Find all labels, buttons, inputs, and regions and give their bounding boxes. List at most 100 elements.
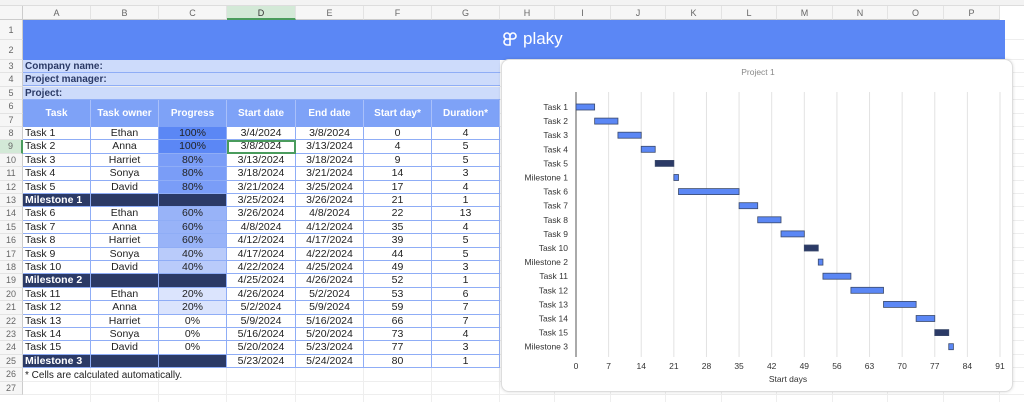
- cell-owner[interactable]: Ethan: [91, 127, 159, 141]
- gantt-bar[interactable]: [780, 230, 805, 238]
- row-header[interactable]: 16: [0, 234, 23, 248]
- cell-end[interactable]: 5/20/2024: [296, 328, 364, 342]
- cell-owner[interactable]: [91, 354, 159, 369]
- cell-progress[interactable]: 0%: [159, 341, 227, 355]
- cell-task[interactable]: Task 6: [23, 207, 91, 221]
- row-header[interactable]: 15: [0, 220, 23, 235]
- table-header[interactable]: Duration*: [432, 100, 500, 127]
- info-manager[interactable]: Project manager:: [23, 73, 500, 87]
- cell-task[interactable]: Task 2: [23, 140, 91, 154]
- row-header[interactable]: 14: [0, 207, 23, 221]
- column-header[interactable]: C: [159, 6, 227, 20]
- cell-duration[interactable]: 4: [432, 127, 500, 141]
- cell-start_day[interactable]: 49: [364, 261, 432, 275]
- cell-task[interactable]: Task 13: [23, 314, 91, 328]
- row-header[interactable]: 21: [0, 301, 23, 315]
- cell-start_day[interactable]: 59: [364, 301, 432, 315]
- cell-progress[interactable]: 60%: [159, 220, 227, 235]
- cell-duration[interactable]: 1: [432, 274, 500, 288]
- cell-start[interactable]: 3/25/2024: [227, 194, 296, 208]
- cell-end[interactable]: 3/21/2024: [296, 167, 364, 181]
- cell-task[interactable]: Task 4: [23, 167, 91, 181]
- column-header[interactable]: J: [611, 6, 666, 20]
- cell-start[interactable]: 4/22/2024: [227, 261, 296, 275]
- cell-start[interactable]: 4/17/2024: [227, 247, 296, 261]
- cell-start[interactable]: 5/23/2024: [227, 354, 296, 369]
- cell-end[interactable]: 5/16/2024: [296, 314, 364, 328]
- cell-progress[interactable]: [159, 194, 227, 208]
- row-header[interactable]: 5: [0, 86, 23, 100]
- cell-duration[interactable]: 4: [432, 180, 500, 194]
- cell-start_day[interactable]: 66: [364, 314, 432, 328]
- cell-progress[interactable]: 80%: [159, 180, 227, 194]
- cell-start_day[interactable]: 39: [364, 234, 432, 248]
- cell-duration[interactable]: 13: [432, 207, 500, 221]
- cell-progress[interactable]: 80%: [159, 167, 227, 181]
- cell-progress[interactable]: 40%: [159, 247, 227, 261]
- column-header[interactable]: E: [296, 6, 364, 20]
- cell-owner[interactable]: Harriet: [91, 153, 159, 168]
- column-header[interactable]: B: [91, 6, 159, 20]
- cell-progress[interactable]: 0%: [159, 314, 227, 328]
- gantt-bar[interactable]: [594, 117, 619, 125]
- cell-duration[interactable]: 6: [432, 287, 500, 302]
- column-header[interactable]: I: [555, 6, 611, 20]
- gantt-chart[interactable]: Project 1 0 7 14 21 28 35 42 49 56 63 70 77 84 91 Start…: [501, 59, 1013, 392]
- gantt-bar[interactable]: [575, 103, 596, 111]
- gantt-bar[interactable]: [678, 188, 740, 196]
- cell-end[interactable]: 4/12/2024: [296, 220, 364, 235]
- cell-end[interactable]: 3/18/2024: [296, 153, 364, 168]
- cell-task[interactable]: Milestone 1: [23, 194, 91, 208]
- cell-owner[interactable]: Anna: [91, 301, 159, 315]
- info-company[interactable]: Company name:: [23, 60, 500, 73]
- cell-end[interactable]: 4/8/2024: [296, 207, 364, 221]
- cell-progress[interactable]: [159, 354, 227, 369]
- cell-start_day[interactable]: 22: [364, 207, 432, 221]
- cell-task[interactable]: Task 9: [23, 247, 91, 261]
- table-header[interactable]: Task owner: [91, 100, 159, 127]
- row-header[interactable]: 1: [0, 20, 23, 40]
- cell-duration[interactable]: 7: [432, 314, 500, 328]
- column-header[interactable]: P: [944, 6, 1000, 20]
- gantt-bar[interactable]: [640, 145, 656, 153]
- table-header[interactable]: Task: [23, 100, 91, 127]
- cell-task[interactable]: Task 8: [23, 234, 91, 248]
- row-header[interactable]: 17: [0, 247, 23, 261]
- row-header[interactable]: 11: [0, 167, 23, 181]
- cell-start_day[interactable]: 4: [364, 140, 432, 154]
- cell-start[interactable]: 5/9/2024: [227, 314, 296, 328]
- cell-start[interactable]: 5/2/2024: [227, 301, 296, 315]
- cell-end[interactable]: 5/2/2024: [296, 287, 364, 302]
- cell-end[interactable]: 4/17/2024: [296, 234, 364, 248]
- cell-owner[interactable]: Sonya: [91, 167, 159, 181]
- row-header[interactable]: 27: [0, 381, 23, 395]
- gantt-bar[interactable]: [803, 244, 819, 252]
- column-header[interactable]: H: [500, 6, 555, 20]
- cell-duration[interactable]: 4: [432, 328, 500, 342]
- cell-start_day[interactable]: 77: [364, 341, 432, 355]
- gantt-bar[interactable]: [948, 343, 954, 351]
- cell-start[interactable]: 3/4/2024: [227, 127, 296, 141]
- info-project[interactable]: Project:: [23, 86, 500, 100]
- cell-duration[interactable]: 7: [432, 301, 500, 315]
- cell-start_day[interactable]: 52: [364, 274, 432, 288]
- gantt-bar[interactable]: [817, 258, 824, 266]
- cell-end[interactable]: 4/26/2024: [296, 274, 364, 288]
- cell-end[interactable]: 3/8/2024: [296, 127, 364, 141]
- cell-start_day[interactable]: 53: [364, 287, 432, 302]
- row-header[interactable]: 3: [0, 60, 23, 74]
- cell-start[interactable]: 3/8/2024: [227, 140, 296, 154]
- column-header[interactable]: N: [833, 6, 888, 20]
- cell-owner[interactable]: [91, 194, 159, 208]
- cell-end[interactable]: 5/23/2024: [296, 341, 364, 355]
- cell-task[interactable]: Task 7: [23, 220, 91, 235]
- row-header[interactable]: 18: [0, 261, 23, 275]
- cell-duration[interactable]: 3: [432, 341, 500, 355]
- cell-progress[interactable]: 100%: [159, 140, 227, 154]
- cell-task[interactable]: Task 11: [23, 287, 91, 302]
- cell-start[interactable]: 3/13/2024: [227, 153, 296, 168]
- cell-progress[interactable]: 20%: [159, 287, 227, 302]
- cell-owner[interactable]: Harriet: [91, 234, 159, 248]
- cell-start_day[interactable]: 14: [364, 167, 432, 181]
- cell-start[interactable]: 3/21/2024: [227, 180, 296, 194]
